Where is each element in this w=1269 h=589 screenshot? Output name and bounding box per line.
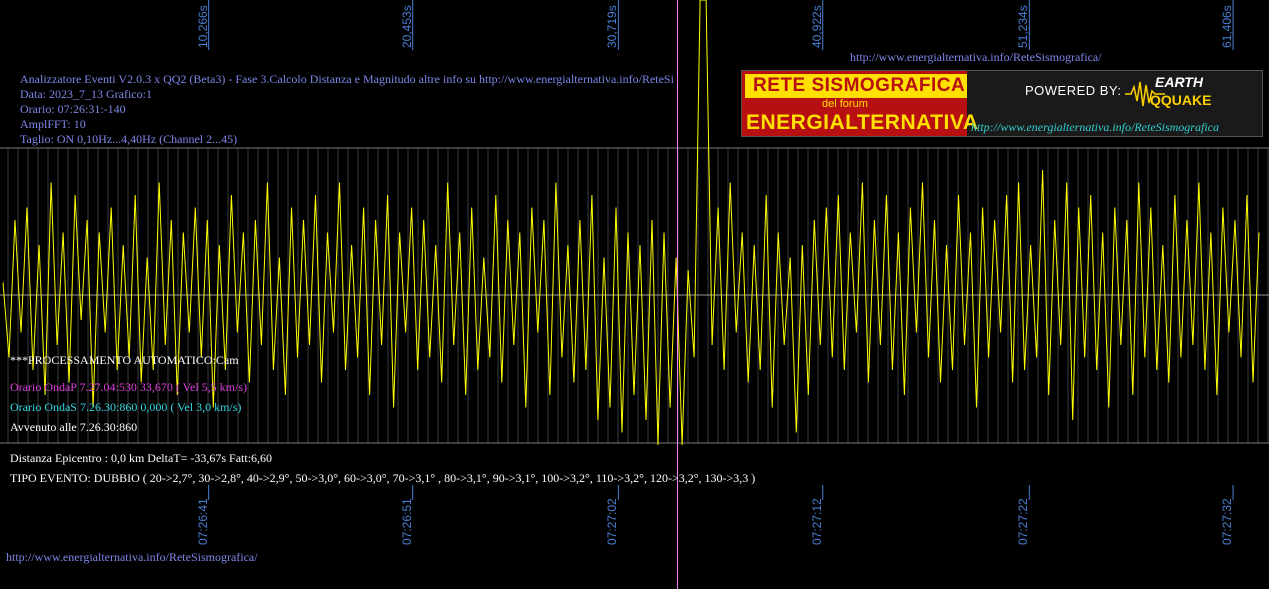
logo-brand: ENERGIALTERNATIVA [746, 111, 979, 134]
header-filter: Taglio: ON 0,10Hz...4,40Hz (Channel 2...… [20, 132, 238, 146]
seismic-trace [2, 0, 1260, 446]
event-type-info: TIPO EVENTO: DUBBIO ( 20->2,7°, 30->2,8°… [10, 471, 756, 485]
header-ampl: AmplFFT: 10 [20, 117, 86, 131]
bottom-url[interactable]: http://www.energialternativa.info/ReteSi… [6, 550, 258, 564]
processing-label: ***PROCESSAMENTO AUTOMATICO:Cam [10, 353, 239, 367]
onda-p-info: Orario OndaP 7.27.04:530 33,670 ( Vel 5,… [10, 380, 247, 394]
logo-earth: EARTH [1155, 74, 1203, 90]
bottom-tick-label: 07:27:22 [1016, 498, 1031, 545]
header-title: Analizzatore Eventi V2.0.3 x QQ2 (Beta3)… [20, 72, 674, 86]
bottom-tick-label: 07:27:32 [1220, 498, 1235, 545]
tick-lines [208, 0, 1234, 500]
logo-powered-by: POWERED BY: [1025, 83, 1122, 98]
avvenuto-info: Avvenuto alle 7.26.30:860 [10, 420, 138, 434]
logo-qquake: QQUAKE [1150, 92, 1212, 108]
logo-subtitle: del forum [822, 98, 868, 110]
top-tick-label: 40,922s [809, 5, 824, 48]
top-tick-label: 20,453s [399, 5, 414, 48]
header-date: Data: 2023_7_13 Grafico:1 [20, 87, 152, 101]
top-tick-label: 51,234s [1016, 5, 1031, 48]
bottom-tick-label: 07:26:51 [399, 498, 414, 545]
logo-title: RETE SISMOGRAFICA [745, 74, 967, 98]
seismogram-icon [1125, 81, 1165, 107]
header-time: Orario: 07:26:31:-140 [20, 102, 126, 116]
logo-url[interactable]: http://www.energialternativa.info/ReteSi… [971, 120, 1219, 134]
rete-sismografica-logo[interactable]: RETE SISMOGRAFICA del forum ENERGIALTERN… [741, 70, 1263, 137]
top-tick-label: 61,406s [1220, 5, 1235, 48]
top-tick-label: 30,719s [605, 5, 620, 48]
top-url[interactable]: http://www.energialternativa.info/ReteSi… [850, 50, 1102, 64]
bottom-tick-label: 07:27:02 [605, 498, 620, 545]
onda-s-info: Orario OndaS 7.26.30:860 0,000 ( Vel 3,0… [10, 400, 242, 414]
distance-info: Distanza Epicentro : 0,0 km DeltaT= -33,… [10, 451, 273, 465]
top-tick-label: 10,266s [195, 5, 210, 48]
bottom-tick-label: 07:26:41 [195, 498, 210, 545]
bottom-tick-label: 07:27:12 [809, 498, 824, 545]
